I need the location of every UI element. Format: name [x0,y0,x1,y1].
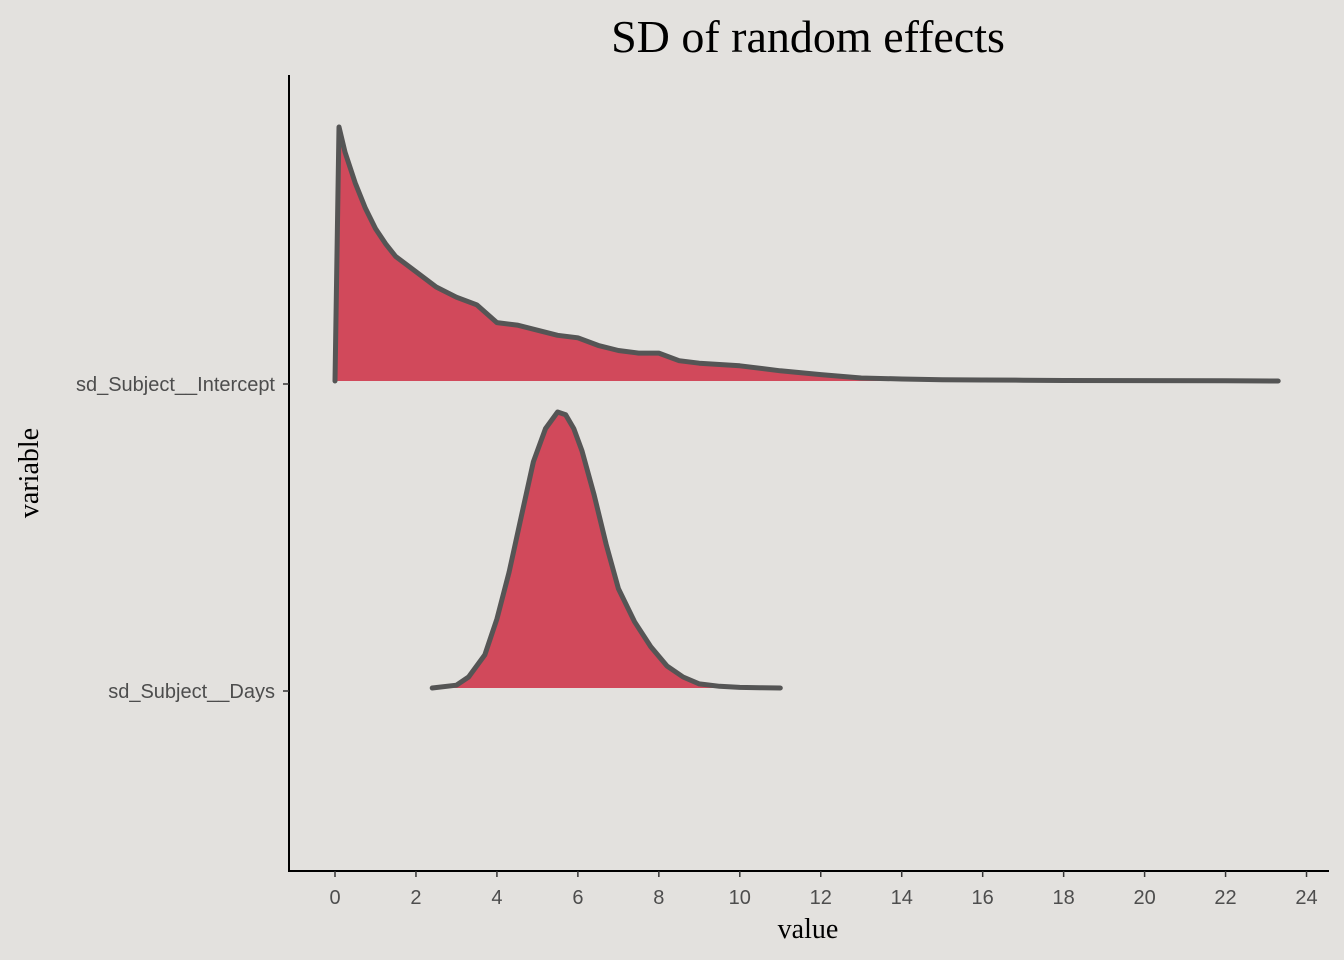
x-tick-label: 4 [491,887,502,909]
x-tick-label: 24 [1295,887,1317,909]
y-tick-label: sd_Subject__Intercept [76,374,275,396]
x-tick-label: 14 [891,887,913,909]
x-tick-label: 12 [810,887,832,909]
chart-title: SD of random effects [611,11,1005,62]
x-axis-ticks: 0 2 4 6 8 10 12 14 16 18 20 22 24 [329,871,1318,909]
y-axis-ticks: sd_Subject__Intercept sd_Subject__Days [76,374,289,703]
x-tick-label: 8 [653,887,664,909]
x-tick-label: 2 [410,887,421,909]
density-line-sd_Subject__Intercept [332,124,1281,384]
x-axis-title: value [778,914,839,945]
y-axis-title: variable [14,428,45,518]
y-tick-label: sd_Subject__Days [108,681,275,703]
x-tick-label: 6 [572,887,583,909]
x-tick-label: 18 [1053,887,1075,909]
density-fill-sd_Subject__Intercept [335,127,1279,381]
x-tick-label: 0 [329,887,340,909]
x-tick-label: 22 [1214,887,1236,909]
density-line-sd_Subject__Days [429,409,783,691]
x-tick-label: 10 [729,887,751,909]
density-ridges [332,124,1281,691]
x-tick-label: 20 [1133,887,1155,909]
x-tick-label: 16 [972,887,994,909]
